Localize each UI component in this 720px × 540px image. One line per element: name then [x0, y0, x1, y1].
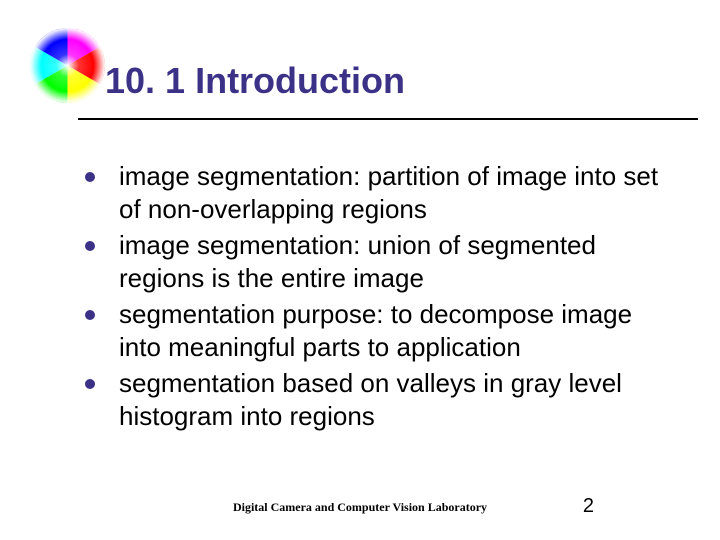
list-item: image segmentation: partition of image i… — [85, 160, 670, 225]
slide: 10. 1 Introduction image segmentation: p… — [0, 0, 720, 540]
footer: Digital Camera and Computer Vision Labor… — [0, 498, 720, 516]
footer-text: Digital Camera and Computer Vision Labor… — [233, 500, 487, 514]
color-wheel-icon — [30, 28, 105, 103]
bullet-icon — [85, 379, 95, 389]
bullet-text: image segmentation: partition of image i… — [119, 160, 670, 225]
bullet-icon — [85, 310, 95, 320]
title-underline — [78, 118, 698, 120]
bullet-icon — [85, 172, 95, 182]
list-item: segmentation purpose: to decompose image… — [85, 298, 670, 363]
bullet-text: segmentation based on valleys in gray le… — [119, 367, 670, 432]
slide-title: 10. 1 Introduction — [105, 60, 405, 102]
bullet-icon — [85, 241, 95, 251]
bullet-text: segmentation purpose: to decompose image… — [119, 298, 670, 363]
list-item: image segmentation: union of segmented r… — [85, 229, 670, 294]
page-number: 2 — [583, 495, 594, 518]
bullet-text: image segmentation: union of segmented r… — [119, 229, 670, 294]
list-item: segmentation based on valleys in gray le… — [85, 367, 670, 432]
bullet-list: image segmentation: partition of image i… — [85, 160, 670, 436]
